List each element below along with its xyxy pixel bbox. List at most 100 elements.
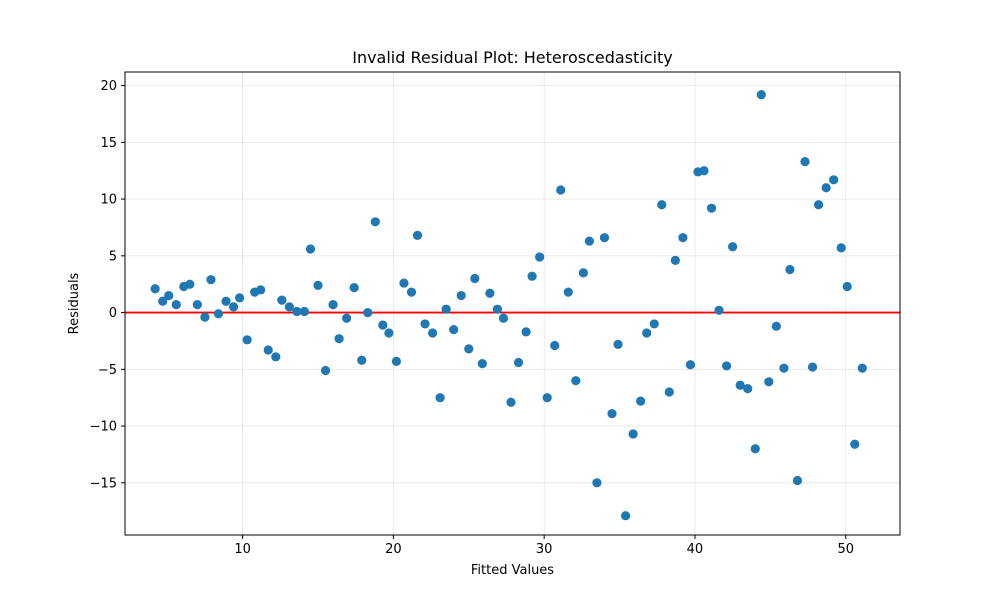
data-point — [584, 236, 594, 246]
data-point — [756, 90, 766, 100]
y-tick-label: −10 — [90, 420, 117, 435]
data-point — [492, 304, 503, 314]
data-point — [513, 357, 524, 368]
y-tick-label: −15 — [90, 476, 117, 491]
data-point — [628, 429, 638, 439]
data-point — [657, 200, 667, 210]
data-point — [292, 306, 302, 317]
data-point — [313, 280, 323, 290]
data-point — [722, 361, 732, 371]
data-point — [706, 203, 717, 213]
data-point — [527, 271, 537, 281]
x-tick-label: 50 — [837, 542, 854, 557]
data-point — [384, 328, 394, 338]
data-point — [636, 396, 646, 406]
data-point — [206, 275, 216, 285]
data-point — [735, 380, 745, 390]
data-point — [363, 307, 373, 318]
y-tick-label: 10 — [100, 193, 117, 208]
data-point — [699, 166, 709, 176]
chart-title: Invalid Residual Plot: Heteroscedasticit… — [352, 48, 673, 67]
data-point — [464, 344, 474, 354]
data-point — [521, 327, 531, 337]
data-point — [785, 264, 795, 275]
data-point — [234, 293, 245, 303]
y-tick-label: 15 — [100, 136, 117, 151]
data-point — [714, 305, 724, 315]
data-point — [271, 352, 281, 362]
y-axis-title: Residuals — [67, 272, 82, 334]
data-point — [821, 183, 831, 193]
data-point — [556, 185, 566, 195]
data-point — [456, 290, 466, 301]
data-point — [807, 362, 818, 372]
x-axis: 10 20 30 40 50 — [234, 535, 854, 557]
data-point — [850, 439, 860, 449]
data-point — [485, 288, 495, 298]
grid — [125, 72, 900, 535]
data-point — [370, 217, 380, 227]
data-point — [743, 384, 753, 394]
data-point — [420, 319, 430, 329]
data-point — [563, 287, 573, 297]
x-tick-label: 10 — [234, 542, 251, 557]
data-point — [342, 313, 352, 323]
x-tick-label: 40 — [687, 542, 704, 557]
y-axis: −15 −10 −5 0 5 10 15 20 — [90, 79, 125, 491]
data-point — [664, 387, 674, 397]
points-layer — [150, 90, 867, 521]
data-point — [728, 242, 738, 252]
data-point — [678, 233, 688, 243]
data-point — [685, 360, 696, 370]
data-point — [399, 278, 409, 288]
data-point — [150, 284, 160, 294]
data-point — [406, 287, 417, 297]
data-point — [299, 306, 310, 317]
x-tick-label: 20 — [385, 542, 402, 557]
data-point — [813, 200, 824, 210]
data-point — [620, 511, 631, 521]
data-point — [779, 363, 789, 373]
data-point — [213, 309, 224, 319]
data-point — [792, 475, 803, 486]
data-point — [592, 478, 602, 488]
plot-frame — [124, 71, 901, 536]
data-point — [764, 377, 774, 387]
data-point — [642, 328, 652, 338]
data-point — [542, 393, 552, 403]
data-point — [771, 321, 781, 331]
data-point — [535, 252, 545, 262]
data-point — [228, 302, 239, 312]
y-tick-label: 0 — [109, 306, 117, 321]
data-point — [328, 300, 338, 310]
data-point — [158, 296, 168, 306]
data-point — [506, 397, 516, 407]
data-point — [613, 339, 623, 349]
data-point — [164, 290, 174, 301]
data-point — [498, 313, 509, 323]
data-point — [284, 302, 294, 312]
data-point — [670, 255, 680, 265]
data-point — [277, 295, 287, 305]
data-point — [242, 335, 252, 345]
data-point — [435, 393, 445, 403]
data-point — [357, 355, 367, 365]
data-point — [571, 376, 581, 386]
data-point — [441, 304, 451, 314]
data-point — [263, 345, 273, 355]
data-point — [412, 230, 423, 241]
data-point — [607, 408, 617, 419]
x-tick-label: 30 — [536, 542, 553, 557]
data-point — [349, 283, 359, 293]
data-point — [391, 356, 402, 366]
data-point — [599, 233, 610, 243]
data-point — [320, 365, 331, 376]
data-point — [185, 279, 195, 289]
data-point — [550, 340, 560, 351]
data-point — [334, 334, 344, 344]
data-point — [836, 243, 846, 253]
data-point — [221, 296, 231, 306]
y-tick-label: 20 — [100, 79, 117, 94]
y-tick-label: −5 — [98, 363, 117, 378]
